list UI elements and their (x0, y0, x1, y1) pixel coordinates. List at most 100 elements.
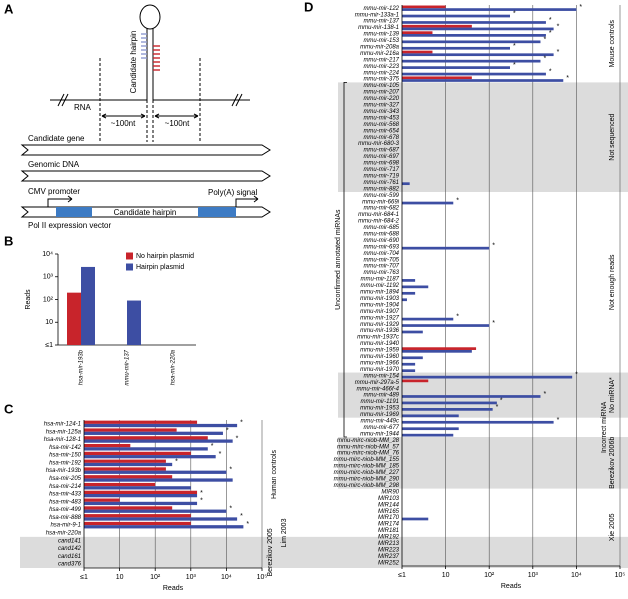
significance-mark: * (557, 417, 560, 424)
y-tick-label: MIR170 (378, 515, 400, 521)
y-tick-label: mmu-mir-224 (363, 70, 399, 76)
significance-mark: * (240, 513, 243, 520)
y-tick-label: mmu-mir-1944 (360, 431, 400, 437)
y-tick-label: mmu-mir-122 (363, 6, 399, 12)
y-tick-label: hsa-mir-192 (49, 460, 82, 466)
y-tick-label: mmu-mir-1966 (360, 360, 400, 366)
bar (84, 509, 227, 513)
y-tick-label: mmu-mir-375 (363, 77, 399, 83)
y-tick-label: mmu-mir-220 (363, 96, 399, 102)
y-tick-label: mmu-mir-1907 (360, 309, 400, 315)
x-axis-label: Reads (163, 585, 184, 592)
y-tick-label: mmu-mir-449c (360, 418, 399, 424)
y-tick-label: mmu-mir-1936 (360, 328, 400, 334)
length-label: ~100nt (165, 119, 190, 128)
hairpin-pairs (153, 45, 160, 71)
bar (402, 53, 554, 57)
y-axis-label: Reads (25, 289, 32, 310)
bar (402, 356, 423, 360)
bar (81, 266, 95, 345)
bar (402, 375, 573, 379)
bar (402, 420, 554, 424)
y-tick-label: mmu-mir-684-2 (358, 219, 400, 225)
significance-mark: * (456, 314, 459, 321)
y-tick-label: mmu-mirc-niob-MM_290 (334, 477, 400, 483)
y-tick-label: hsa-mir-888 (49, 515, 82, 521)
group-shade (338, 437, 628, 489)
bar (402, 285, 429, 289)
hairpin-label: Candidate hairpin (129, 31, 138, 94)
group-shade (338, 82, 628, 192)
y-tick-label: mmu-mir-1969 (360, 412, 400, 418)
bar (402, 246, 490, 250)
significance-mark: * (211, 443, 214, 450)
bar (84, 436, 208, 440)
significance-mark: * (557, 49, 560, 56)
y-tick-label: mmu-mir-453 (363, 115, 399, 121)
y-tick-label: mmu-mir-677 (363, 425, 399, 431)
y-tick-label: MIR213 (378, 541, 400, 547)
bar (84, 514, 191, 518)
y-tick-label: mmu-mirc-niob-MM_57 (337, 444, 400, 450)
y-tick-label: ≤1 (45, 342, 53, 349)
significance-mark: * (579, 4, 582, 11)
significance-mark: * (549, 17, 552, 24)
y-tick-label: hsa-mir-214 (49, 484, 82, 490)
y-tick-label: mmu-mirc-niob-MM_155 (334, 457, 400, 463)
bar (84, 506, 173, 510)
significance-mark: * (456, 198, 459, 205)
y-tick-label: mmu-mir-763 (363, 270, 399, 276)
y-tick-label: mmu-mirc-niob-MM_185 (334, 464, 400, 470)
y-tick-label: MIR103 (378, 496, 400, 502)
y-tick-label: mmu-mir-685 (363, 225, 399, 231)
group-label: Human controls (271, 450, 278, 500)
bar (402, 24, 472, 28)
length-arrows (101, 113, 199, 119)
bar (84, 490, 198, 494)
significance-mark: * (557, 23, 560, 30)
y-tick-label: mmu-mir-697 (363, 154, 399, 160)
legend-swatch (126, 252, 133, 260)
y-tick-label: mmu-mir-707 (363, 264, 399, 270)
group-label: Berezikov 2006b (609, 437, 616, 489)
group-shade (20, 536, 628, 568)
y-tick-label: hsa-mir-9-1 (50, 523, 81, 529)
hairpin-pairs (141, 33, 147, 59)
group-label: No miRNA* (609, 377, 616, 413)
bar (402, 27, 554, 31)
y-tick-label: hsa-mir-220a (46, 531, 82, 537)
y-tick-label: hsa-mir-125a (46, 429, 82, 435)
bar (402, 21, 546, 24)
polya-label: Poly(A) signal (208, 188, 258, 197)
group-label: Xie 2005 (609, 513, 616, 541)
bar (402, 379, 429, 383)
significance-mark: * (496, 404, 499, 411)
bar (402, 395, 541, 398)
y-tick-label: cand161 (58, 554, 81, 560)
legend-label: No hairpin plasmid (136, 253, 194, 260)
y-tick-label: mmu-mir-1959 (360, 348, 400, 354)
bar (84, 475, 173, 479)
y-tick-label: mmu-mir-1927 (360, 315, 400, 321)
y-tick-label: mmu-mir-882 (363, 186, 399, 192)
y-tick-label: mmu-mir-153 (363, 38, 399, 44)
y-tick-label: mmu-mir-687 (363, 148, 399, 154)
bracket (343, 81, 347, 438)
y-tick-label: mmu-mir-669i (362, 199, 400, 205)
bar (402, 5, 446, 9)
promoter-label: CMV promoter (28, 187, 80, 196)
significance-mark: * (246, 521, 249, 528)
significance-mark: * (200, 498, 203, 505)
x-tick-label: ≤1 (398, 572, 406, 579)
y-tick-label: MIR223 (378, 547, 400, 553)
bar (84, 467, 166, 471)
bar (402, 362, 416, 366)
y-tick-label: cand376 (58, 562, 82, 568)
group-label: Lim 2003 (281, 518, 288, 547)
bar (84, 451, 191, 456)
bar (84, 482, 156, 487)
y-tick-label: hsa-mir-124-1 (44, 421, 81, 427)
y-tick-label: 10⁴ (42, 251, 53, 258)
bar (84, 498, 120, 502)
y-tick-label: mmu-mir-1187 (361, 277, 400, 283)
